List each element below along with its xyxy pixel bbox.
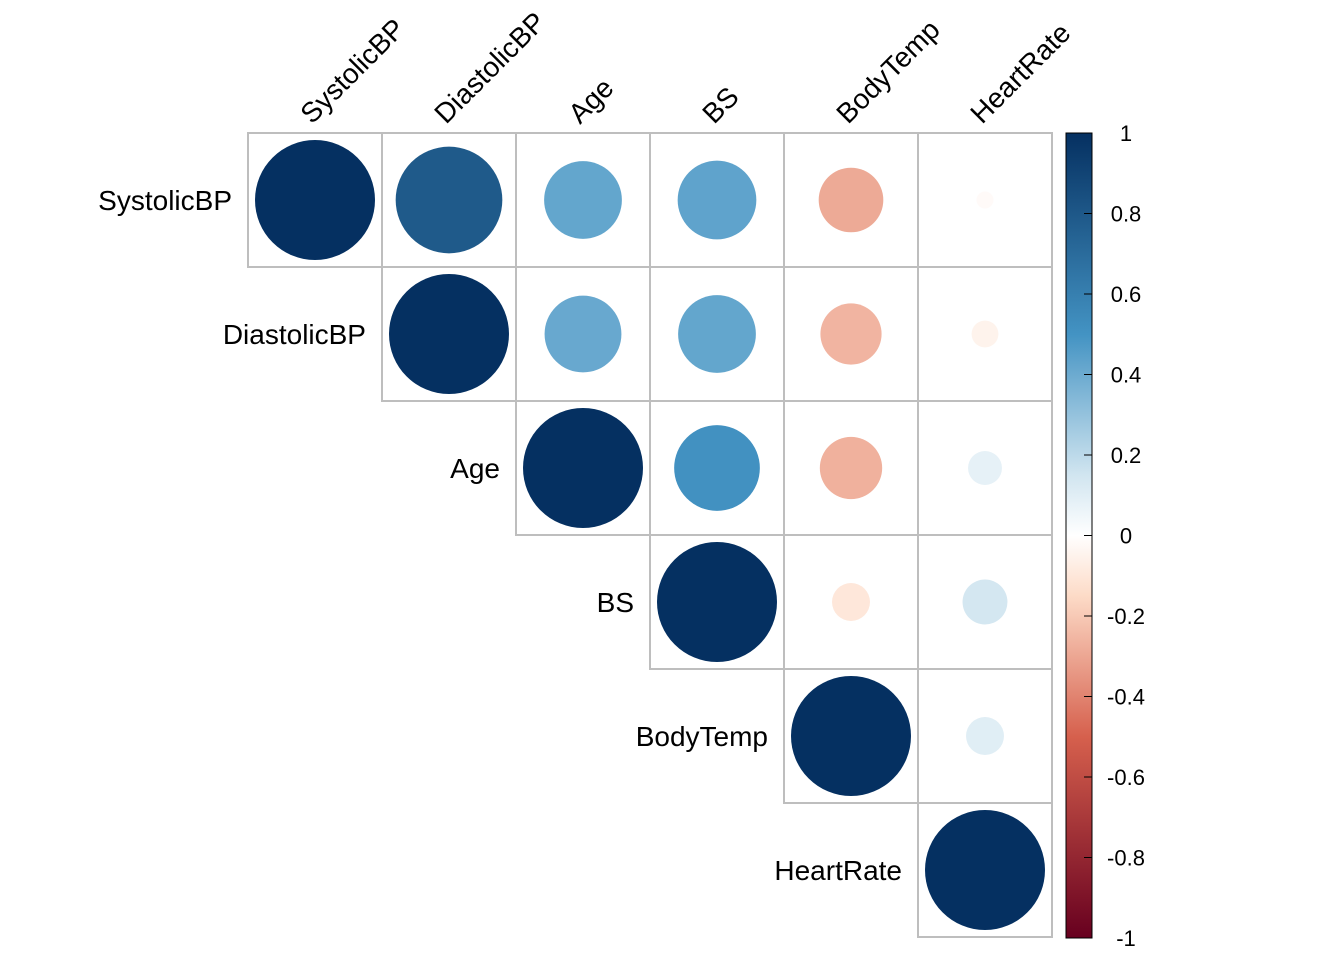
colorbar-tick-label: 0.6 [1111, 282, 1142, 307]
colorbar-tick-label: 0.4 [1111, 363, 1142, 388]
column-label: SystolicBP [294, 13, 411, 130]
colorbar-tick-label: 0.8 [1111, 202, 1142, 227]
corr-circle-DiastolicBP-DiastolicBP [389, 274, 509, 394]
corr-circle-Age-HeartRate [968, 451, 1002, 485]
colorbar-tick-label: 0.2 [1111, 443, 1142, 468]
corr-circle-HeartRate-HeartRate [925, 810, 1045, 930]
corr-circle-DiastolicBP-Age [544, 295, 622, 373]
corr-circle-BS-BodyTemp [832, 583, 870, 621]
corr-circle-SystolicBP-Age [544, 161, 622, 239]
row-label: HeartRate [774, 855, 902, 886]
column-label: BodyTemp [830, 14, 945, 129]
column-label: DiastolicBP [428, 6, 551, 129]
colorbar-tick-label: -0.2 [1107, 604, 1145, 629]
corr-circle-BS-BS [657, 542, 777, 662]
corr-circle-SystolicBP-HeartRate [976, 191, 994, 209]
row-label: Age [450, 453, 500, 484]
corr-circle-BodyTemp-HeartRate [966, 717, 1004, 755]
corr-circle-BS-HeartRate [962, 579, 1008, 625]
corr-circle-DiastolicBP-HeartRate [971, 320, 999, 348]
corr-circle-Age-Age [523, 408, 643, 528]
corr-circle-Age-BodyTemp [819, 436, 883, 500]
row-label: DiastolicBP [223, 319, 366, 350]
column-label: BS [696, 81, 744, 129]
corr-circle-SystolicBP-BS [677, 160, 757, 240]
colorbar-tick-label: -1 [1116, 926, 1136, 951]
colorbar-tick-label: -0.6 [1107, 765, 1145, 790]
colorbar-tick-label: 0 [1120, 524, 1132, 549]
colorbar-tick-label: 1 [1120, 121, 1132, 146]
grid-cell [917, 802, 1053, 938]
row-label: SystolicBP [98, 185, 232, 216]
corr-circle-Age-BS [674, 425, 760, 511]
grid-layer [247, 132, 1053, 938]
corr-circle-DiastolicBP-BS [678, 295, 756, 373]
row-label: BodyTemp [636, 721, 768, 752]
corr-circle-BodyTemp-BodyTemp [791, 676, 911, 796]
corr-circle-SystolicBP-DiastolicBP [395, 146, 503, 254]
corr-circle-SystolicBP-SystolicBP [255, 140, 375, 260]
corr-circle-SystolicBP-BodyTemp [818, 167, 884, 233]
row-label: BS [597, 587, 634, 618]
corr-circle-DiastolicBP-BodyTemp [820, 303, 882, 365]
column-label: HeartRate [964, 17, 1076, 129]
column-labels: SystolicBP DiastolicBP Age BS BodyTemp HeartR… [294, 6, 1076, 129]
column-label: Age [562, 72, 619, 129]
colorbar-tick-label: -0.4 [1107, 685, 1145, 710]
circle-layer [255, 140, 1045, 930]
colorbar-tick-label: -0.8 [1107, 846, 1145, 871]
row-labels: SystolicBP DiastolicBP Age BS BodyTemp HeartR… [98, 185, 902, 886]
colorbar: 1 0.8 0.6 0.4 0.2 0 -0.2 -0.4 -0.6 -0.8 -1 [1065, 121, 1145, 951]
